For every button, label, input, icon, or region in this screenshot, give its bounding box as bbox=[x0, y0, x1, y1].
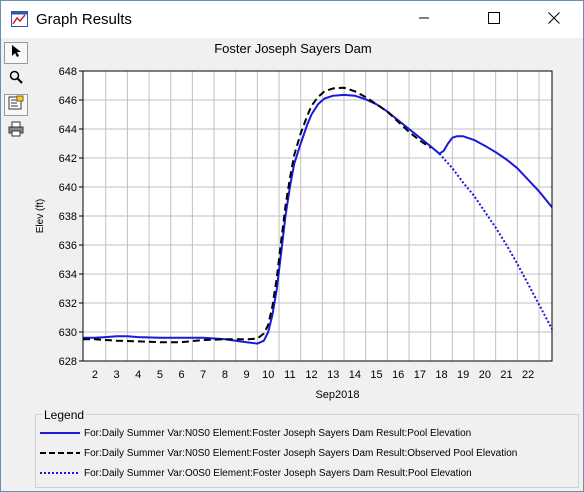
edit-properties-icon bbox=[8, 95, 24, 116]
pointer-icon bbox=[10, 44, 22, 63]
x-tick-label: 11 bbox=[284, 369, 295, 381]
minimize-button[interactable] bbox=[401, 1, 447, 38]
y-tick-label: 634 bbox=[59, 269, 77, 281]
plot-frame bbox=[82, 70, 553, 362]
x-tick-label: 3 bbox=[114, 369, 120, 381]
close-icon bbox=[548, 11, 560, 29]
edit-properties-button[interactable] bbox=[4, 94, 28, 116]
series-line-dashed bbox=[83, 86, 432, 344]
x-tick-label: 9 bbox=[243, 369, 249, 381]
legend-swatch-solid-blue bbox=[40, 432, 80, 434]
x-tick-label: 16 bbox=[392, 369, 404, 381]
x-tick-label: 10 bbox=[262, 369, 274, 381]
y-axis-label: Elev (ft) bbox=[35, 199, 46, 233]
x-tick-label: 13 bbox=[327, 369, 339, 381]
x-tick-label: 15 bbox=[370, 369, 382, 381]
y-tick-label: 640 bbox=[59, 182, 77, 194]
x-tick-label: 20 bbox=[479, 369, 491, 381]
x-tick-label: 5 bbox=[157, 369, 163, 381]
app-icon bbox=[11, 11, 28, 27]
y-tick-label: 636 bbox=[59, 240, 77, 252]
legend-item-observed-pool-elevation: For:Daily Summer Var:N0S0 Element:Foster… bbox=[40, 445, 517, 461]
x-tick-label: 8 bbox=[222, 369, 228, 381]
legend-label: For:Daily Summer Var:N0S0 Element:Foster… bbox=[84, 447, 518, 459]
legend: Legend For:Daily Summer Var:N0S0 Element… bbox=[35, 408, 579, 488]
print-button[interactable] bbox=[4, 120, 28, 142]
y-tick-label: 628 bbox=[59, 356, 77, 368]
window-title: Graph Results bbox=[36, 11, 132, 28]
legend-item-pool-elevation-o0s0: For:Daily Summer Var:O0S0 Element:Foster… bbox=[40, 465, 472, 481]
y-tick-label: 648 bbox=[59, 66, 77, 78]
x-axis-label: Sep2018 bbox=[315, 389, 359, 401]
x-tick-label: 6 bbox=[179, 369, 185, 381]
x-tick-label: 12 bbox=[305, 369, 317, 381]
pointer-tool-button[interactable] bbox=[4, 42, 28, 64]
title-bar[interactable]: Graph Results bbox=[1, 1, 583, 38]
zoom-icon bbox=[9, 70, 23, 89]
legend-swatch-dotted-blue bbox=[40, 472, 80, 474]
legend-swatch-dashed-black bbox=[40, 452, 80, 454]
minimize-icon bbox=[418, 11, 430, 29]
y-tick-label: 632 bbox=[59, 298, 77, 310]
y-tick-label: 630 bbox=[59, 327, 77, 339]
legend-label: For:Daily Summer Var:O0S0 Element:Foster… bbox=[84, 467, 472, 479]
x-tick-label: 21 bbox=[500, 369, 512, 381]
chart-title: Foster Joseph Sayers Dam bbox=[214, 41, 372, 56]
elevation-chart: 628 630 632 634 636 638 640 642 644 646 648 2 3 4 5 6 7 8… bbox=[35, 66, 553, 401]
x-tick-label: 7 bbox=[200, 369, 206, 381]
x-tick-label: 14 bbox=[349, 369, 361, 381]
series-line-solid bbox=[83, 93, 553, 345]
zoom-tool-button[interactable] bbox=[4, 68, 28, 90]
close-button[interactable] bbox=[531, 1, 577, 38]
legend-title: Legend bbox=[42, 408, 87, 422]
y-tick-label: 646 bbox=[59, 95, 77, 107]
x-tick-label: 2 bbox=[92, 369, 98, 381]
x-tick-label: 19 bbox=[457, 369, 469, 381]
y-tick-label: 644 bbox=[59, 124, 77, 136]
legend-item-pool-elevation-n0s0: For:Daily Summer Var:N0S0 Element:Foster… bbox=[40, 425, 471, 441]
x-tick-label: 17 bbox=[414, 369, 426, 381]
print-icon bbox=[8, 121, 24, 142]
y-tick-label: 638 bbox=[59, 211, 77, 223]
x-tick-label: 18 bbox=[435, 369, 447, 381]
y-tick-label: 642 bbox=[59, 153, 77, 165]
x-tick-label: 4 bbox=[135, 369, 141, 381]
graph-toolbar bbox=[1, 38, 31, 491]
maximize-icon bbox=[488, 11, 500, 29]
maximize-button[interactable] bbox=[471, 1, 517, 38]
legend-label: For:Daily Summer Var:N0S0 Element:Foster… bbox=[84, 427, 472, 439]
x-tick-label: 22 bbox=[522, 369, 534, 381]
series-line-dotted bbox=[438, 153, 553, 330]
